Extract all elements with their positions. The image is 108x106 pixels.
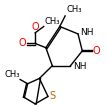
Text: O: O [92, 46, 100, 56]
Text: NH: NH [73, 62, 86, 71]
Text: S: S [49, 91, 55, 101]
Text: CH₃: CH₃ [4, 70, 20, 79]
Text: O: O [18, 38, 26, 48]
Text: CH₃: CH₃ [66, 5, 82, 14]
Text: O: O [31, 22, 39, 32]
Text: NH: NH [80, 28, 94, 37]
Text: CH₃: CH₃ [44, 17, 60, 26]
